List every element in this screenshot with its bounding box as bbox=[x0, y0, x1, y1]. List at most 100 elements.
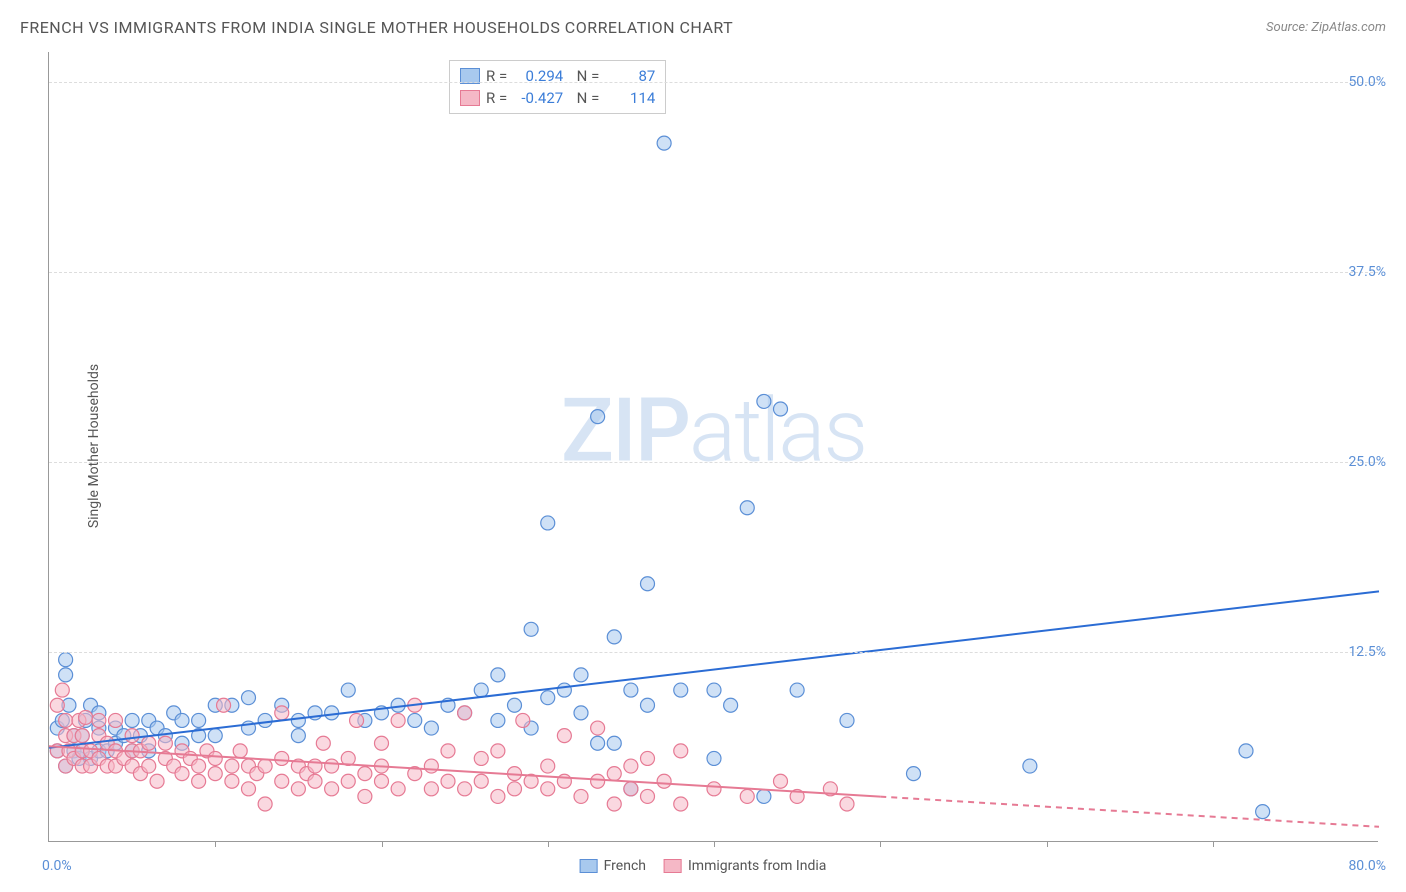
scatter-point bbox=[242, 782, 256, 796]
scatter-point bbox=[275, 706, 289, 720]
scatter-point bbox=[217, 698, 231, 712]
scatter-point bbox=[225, 759, 239, 773]
scatter-point bbox=[508, 782, 522, 796]
scatter-point bbox=[142, 759, 156, 773]
scatter-point bbox=[491, 713, 505, 727]
scatter-point bbox=[125, 713, 139, 727]
scatter-point bbox=[325, 759, 339, 773]
scatter-point bbox=[50, 698, 64, 712]
scatter-point bbox=[350, 713, 364, 727]
scatter-point bbox=[840, 797, 854, 811]
stats-r-value: -0.427 bbox=[513, 89, 563, 107]
stats-row: R =0.294 N =87 bbox=[460, 65, 655, 87]
scatter-point bbox=[1239, 744, 1253, 758]
scatter-point bbox=[624, 683, 638, 697]
scatter-point bbox=[641, 577, 655, 591]
legend-item: Immigrants from India bbox=[664, 858, 826, 874]
scatter-point bbox=[1256, 805, 1270, 819]
scatter-point bbox=[757, 789, 771, 803]
stats-n-value: 114 bbox=[605, 89, 655, 107]
scatter-point bbox=[150, 774, 164, 788]
scatter-point bbox=[674, 744, 688, 758]
scatter-point bbox=[258, 713, 272, 727]
stats-n-label: N = bbox=[569, 89, 599, 107]
source-attribution: Source: ZipAtlas.com bbox=[1266, 20, 1386, 35]
scatter-point bbox=[192, 774, 206, 788]
scatter-point bbox=[358, 789, 372, 803]
scatter-point bbox=[75, 729, 89, 743]
scatter-point bbox=[175, 767, 189, 781]
scatter-point bbox=[790, 683, 804, 697]
scatter-point bbox=[641, 698, 655, 712]
scatter-point bbox=[757, 394, 771, 408]
stats-box: R =0.294 N =87R =-0.427 N =114 bbox=[449, 60, 666, 114]
scatter-point bbox=[607, 630, 621, 644]
scatter-point bbox=[59, 653, 73, 667]
scatter-point bbox=[375, 774, 389, 788]
legend-swatch bbox=[664, 859, 682, 873]
legend-label: Immigrants from India bbox=[688, 858, 826, 874]
scatter-point bbox=[125, 729, 139, 743]
scatter-point bbox=[624, 759, 638, 773]
scatter-point bbox=[1023, 759, 1037, 773]
scatter-point bbox=[491, 668, 505, 682]
scatter-point bbox=[524, 622, 538, 636]
legend-label: French bbox=[604, 858, 646, 874]
scatter-point bbox=[574, 668, 588, 682]
y-tick-label: 37.5% bbox=[1348, 264, 1386, 280]
scatter-point bbox=[59, 668, 73, 682]
x-origin-label: 0.0% bbox=[42, 858, 72, 874]
scatter-point bbox=[341, 774, 355, 788]
scatter-point bbox=[358, 767, 372, 781]
scatter-point bbox=[707, 751, 721, 765]
scatter-point bbox=[774, 774, 788, 788]
scatter-point bbox=[258, 797, 272, 811]
scatter-point bbox=[391, 713, 405, 727]
legend: French Immigrants from India bbox=[580, 858, 827, 874]
scatter-point bbox=[591, 774, 605, 788]
scatter-point bbox=[607, 767, 621, 781]
x-tick bbox=[1047, 841, 1048, 847]
scatter-point bbox=[724, 698, 738, 712]
scatter-point bbox=[208, 751, 222, 765]
scatter-point bbox=[424, 721, 438, 735]
plot-svg bbox=[49, 52, 1378, 841]
scatter-point bbox=[291, 713, 305, 727]
scatter-point bbox=[316, 736, 330, 750]
scatter-point bbox=[79, 710, 93, 724]
scatter-point bbox=[109, 713, 123, 727]
scatter-point bbox=[474, 751, 488, 765]
scatter-point bbox=[707, 782, 721, 796]
scatter-point bbox=[707, 683, 721, 697]
scatter-point bbox=[607, 797, 621, 811]
scatter-point bbox=[541, 516, 555, 530]
scatter-point bbox=[208, 767, 222, 781]
gridline bbox=[49, 462, 1378, 463]
gridline bbox=[49, 82, 1378, 83]
scatter-point bbox=[341, 683, 355, 697]
scatter-point bbox=[458, 782, 472, 796]
scatter-point bbox=[474, 774, 488, 788]
scatter-point bbox=[508, 698, 522, 712]
scatter-point bbox=[258, 759, 272, 773]
scatter-point bbox=[291, 782, 305, 796]
scatter-point bbox=[92, 713, 106, 727]
scatter-point bbox=[441, 744, 455, 758]
x-tick bbox=[215, 841, 216, 847]
scatter-point bbox=[142, 736, 156, 750]
legend-swatch bbox=[580, 859, 598, 873]
scatter-point bbox=[674, 797, 688, 811]
stats-swatch bbox=[460, 90, 480, 106]
scatter-point bbox=[424, 782, 438, 796]
scatter-point bbox=[574, 706, 588, 720]
y-tick-label: 12.5% bbox=[1348, 644, 1386, 660]
scatter-point bbox=[491, 789, 505, 803]
scatter-point bbox=[774, 402, 788, 416]
scatter-point bbox=[192, 713, 206, 727]
scatter-point bbox=[424, 759, 438, 773]
scatter-point bbox=[740, 501, 754, 515]
scatter-point bbox=[275, 774, 289, 788]
scatter-point bbox=[607, 736, 621, 750]
scatter-point bbox=[840, 713, 854, 727]
x-tick bbox=[548, 841, 549, 847]
